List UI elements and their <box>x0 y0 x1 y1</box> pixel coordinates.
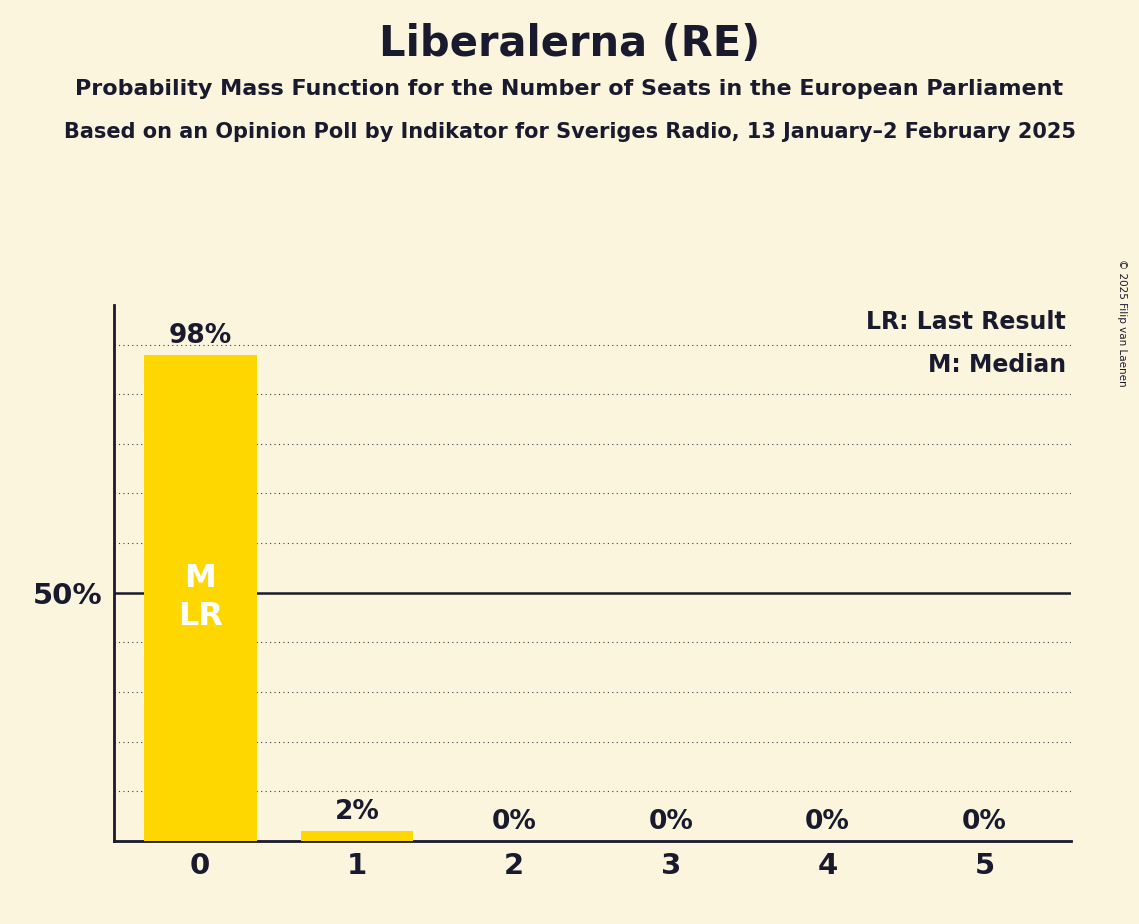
Text: Liberalerna (RE): Liberalerna (RE) <box>379 23 760 65</box>
Text: 98%: 98% <box>169 322 232 348</box>
Text: M: Median: M: Median <box>928 353 1066 377</box>
Text: © 2025 Filip van Laenen: © 2025 Filip van Laenen <box>1117 259 1126 386</box>
Text: M
LR: M LR <box>178 563 222 632</box>
Text: 0%: 0% <box>805 808 850 835</box>
Text: 0%: 0% <box>491 808 536 835</box>
Text: 0%: 0% <box>962 808 1007 835</box>
Text: LR: Last Result: LR: Last Result <box>866 310 1066 334</box>
Bar <box>144 355 256 841</box>
Bar <box>301 831 413 841</box>
Text: Based on an Opinion Poll by Indikator for Sveriges Radio, 13 January–2 February : Based on an Opinion Poll by Indikator fo… <box>64 122 1075 142</box>
Text: 0%: 0% <box>648 808 694 835</box>
Text: Probability Mass Function for the Number of Seats in the European Parliament: Probability Mass Function for the Number… <box>75 79 1064 99</box>
Text: 2%: 2% <box>335 799 379 825</box>
